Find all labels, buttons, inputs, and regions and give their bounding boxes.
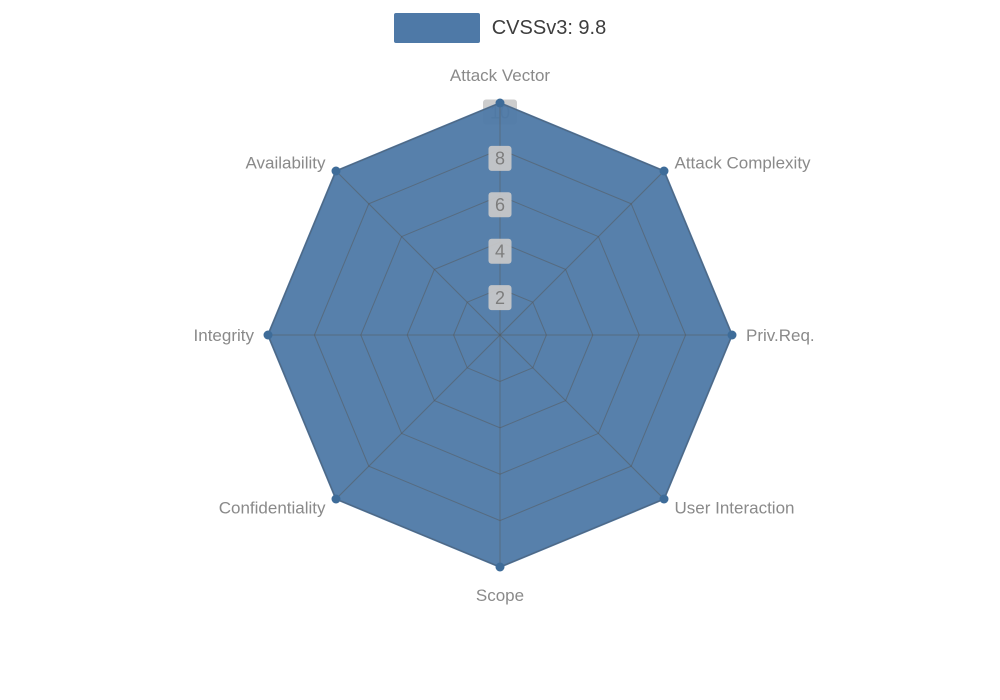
- grid-spoke: [335, 334, 501, 500]
- axis-label-attack-complexity: Attack Complexity: [675, 153, 812, 172]
- tick-label: 6: [488, 192, 512, 218]
- svg-text:4: 4: [495, 242, 505, 262]
- axis-label-availability: Availability: [245, 153, 326, 172]
- axis-label-integrity: Integrity: [194, 326, 255, 345]
- tick-label: 2: [488, 285, 512, 311]
- axis-label-scope: Scope: [476, 586, 524, 605]
- vertex-marker: [659, 494, 669, 504]
- svg-text:6: 6: [495, 195, 505, 215]
- svg-text:8: 8: [495, 149, 505, 169]
- tick-label: 4: [488, 238, 512, 264]
- grid-spoke: [499, 334, 665, 500]
- axis-label-priv-req: Priv.Req.: [746, 326, 815, 345]
- grid-spoke: [335, 170, 501, 336]
- vertex-marker: [495, 98, 505, 108]
- vertex-marker: [659, 166, 669, 176]
- svg-text:2: 2: [495, 288, 505, 308]
- vertex-marker: [263, 330, 273, 340]
- vertex-marker: [727, 330, 737, 340]
- vertex-marker: [331, 166, 341, 176]
- axis-label-user-interaction: User Interaction: [675, 498, 795, 517]
- series-markers: [263, 98, 737, 572]
- grid-spoke: [499, 170, 665, 336]
- vertex-marker: [331, 494, 341, 504]
- axis-label-attack-vector: Attack Vector: [450, 66, 550, 85]
- legend[interactable]: CVSSv3: 9.8: [0, 13, 1000, 43]
- legend-label: CVSSv3: 9.8: [491, 16, 607, 39]
- axis-label-confidentiality: Confidentiality: [219, 498, 326, 517]
- tick-label: 8: [488, 145, 512, 171]
- legend-swatch: [393, 13, 480, 43]
- vertex-marker: [495, 562, 505, 572]
